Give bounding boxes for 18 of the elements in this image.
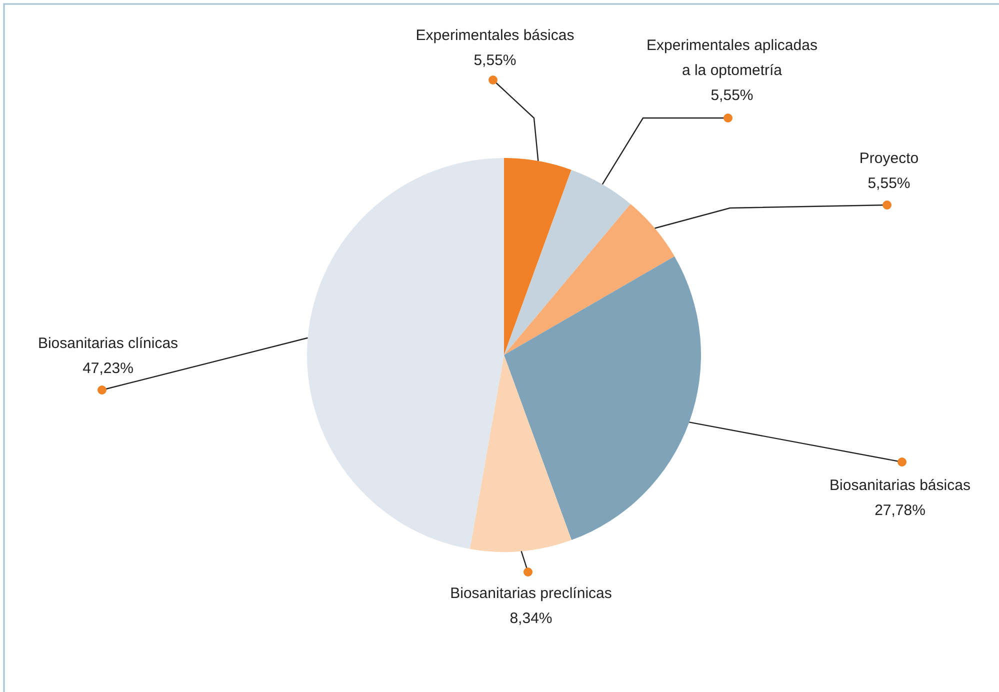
data-label: 27,78% (874, 502, 926, 519)
pie-slice (307, 158, 504, 550)
pie-slice (470, 355, 572, 552)
slice-label: Proyecto (859, 150, 919, 167)
data-label: 5,55% (710, 87, 754, 104)
pie-slice (504, 256, 701, 540)
slice-label: Biosanitarias preclínicas (450, 585, 612, 602)
data-label: 8,34% (510, 610, 552, 627)
pie-slice (504, 204, 675, 355)
slice-label: Experimentales aplicadas a la optometría (646, 37, 818, 79)
data-label: 5,55% (474, 52, 516, 69)
pie-slice (504, 170, 631, 355)
pie-slice (504, 158, 572, 355)
slice-label: Experimentales básicas (416, 27, 574, 44)
data-label: 47,23% (82, 360, 134, 377)
data-label: 5,55% (868, 175, 910, 192)
slice-label: Biosanitarias clínicas (38, 335, 178, 352)
slice-label: Biosanitarias básicas (830, 477, 970, 494)
